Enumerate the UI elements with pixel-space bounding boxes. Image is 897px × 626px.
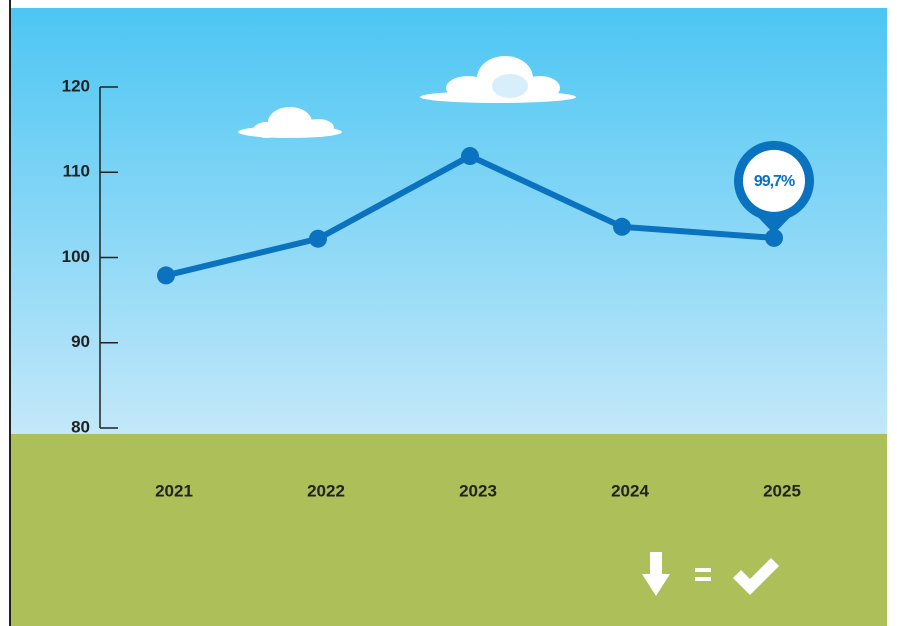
sky <box>10 8 887 434</box>
point <box>613 217 631 236</box>
cloud <box>238 107 342 138</box>
ground <box>10 434 887 626</box>
x-tick-label: 2022 <box>307 481 345 500</box>
equals-icon <box>695 568 711 572</box>
point <box>157 266 175 285</box>
down-arrow-icon <box>642 552 670 596</box>
legend-icons <box>642 552 779 596</box>
left-border <box>9 0 11 626</box>
equals-icon <box>695 577 711 581</box>
y-tick-label: 100 <box>62 247 90 266</box>
check-icon <box>733 558 779 595</box>
x-tick-label: 2021 <box>155 481 193 500</box>
x-tick-label: 2023 <box>459 481 497 500</box>
point <box>461 147 479 166</box>
annotation: 99,7% <box>754 173 795 190</box>
y-tick-label: 80 <box>71 417 90 436</box>
y-tick-label: 90 <box>71 332 90 351</box>
point <box>309 229 327 248</box>
point <box>765 228 783 247</box>
y-tick-label: 120 <box>62 76 90 95</box>
x-tick-label: 2024 <box>611 481 649 500</box>
x-tick-label: 2025 <box>763 481 801 500</box>
y-tick-label: 110 <box>63 162 90 181</box>
cloud <box>420 56 576 103</box>
pin-inner <box>743 149 805 212</box>
